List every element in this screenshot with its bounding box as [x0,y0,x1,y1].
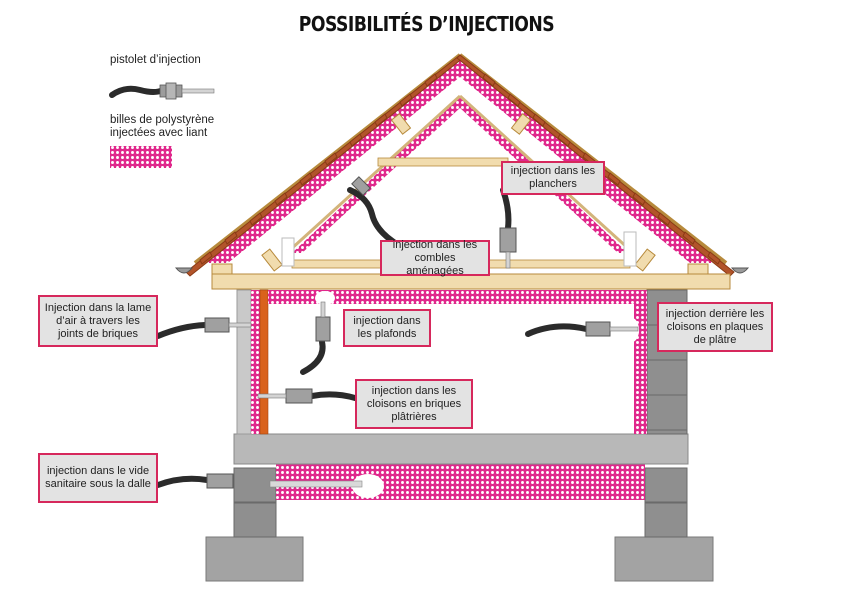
legend-foam-swatch [110,146,172,168]
label-vide-sanitaire: injection dans le vide sanitaire sous la… [38,453,158,503]
legend-foam-label: billes de polystyrène injectées avec lia… [110,114,215,139]
label-planchers: injection dans les planchers [501,161,605,195]
floor-slab [233,433,689,465]
left-wall-lath [259,289,269,435]
legend-gun-label: pistolet d’injection [110,54,201,66]
legend-gun-icon [109,82,215,100]
gun-floor [499,187,517,269]
gun-vide-sanitaire [155,473,234,489]
right-gutter [730,267,750,274]
roof-insulation [195,55,726,263]
right-footing [614,536,714,582]
left-footing [205,536,304,582]
foundation [205,433,714,582]
gun-lame-air [155,317,252,339]
label-plafonds: injection dans les plafonds [343,309,431,347]
label-lame-air: Injection dans la lame d’air à travers l… [38,295,158,347]
legend [109,82,215,168]
walls [236,289,688,435]
label-cloisons-briques: injection dans les cloisons en briques p… [355,379,473,429]
ceiling-insulation [268,290,647,304]
label-combles: injection dans les combles aménagées [380,239,490,277]
gun-cloison-platre [525,321,639,337]
gun-ceiling [300,301,331,375]
gun-cloison-briques [257,388,358,404]
label-cloisons-platre: injection derrière les cloisons en plaqu… [657,302,773,352]
left-gutter [174,267,194,274]
gun-roof [347,176,403,249]
page-title: POSSIBILITÉS D’INJECTIONS [298,12,555,36]
